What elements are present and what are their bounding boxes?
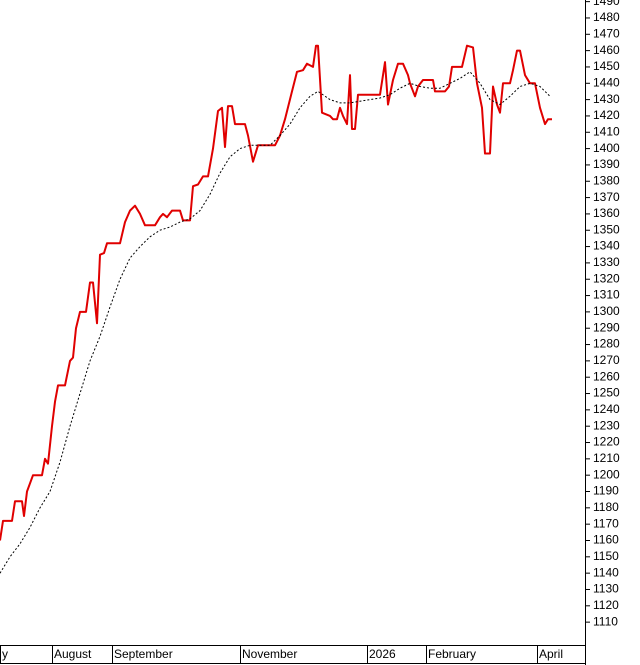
x-tick-label: April [539,647,563,661]
y-tick-label: 1410 [593,124,620,138]
y-tick-label: 1180 [593,500,619,514]
y-tick-label: 1330 [593,255,620,269]
y-tick-label: 1120 [593,598,619,612]
y-tick-label: 1140 [593,565,619,579]
y-tick-label: 1450 [593,59,620,73]
y-tick-label: 1280 [593,337,620,351]
y-tick-label: 1340 [593,239,620,253]
y-tick-label: 1210 [593,451,620,465]
y-tick-label: 1350 [593,222,620,236]
y-tick-label: 1150 [593,549,619,563]
y-tick-label: 1110 [593,614,618,628]
y-tick-label: 1360 [593,206,620,220]
x-tick-label: y [2,647,8,661]
x-tick-label: 2026 [369,647,396,661]
y-tick-label: 1430 [593,92,620,106]
y-tick-label: 1370 [593,190,620,204]
y-tick-label: 1250 [593,386,620,400]
y-tick-label: 1460 [593,43,620,57]
y-tick-label: 1130 [593,582,619,596]
y-tick-label: 1420 [593,108,620,122]
y-tick-label: 1260 [593,369,620,383]
y-tick-label: 1400 [593,141,620,155]
y-tick-label: 1230 [593,418,620,432]
y-tick-label: 1270 [593,353,620,367]
y-tick-label: 1380 [593,173,620,187]
y-tick-label: 1200 [593,467,620,481]
x-tick-label: February [428,647,476,661]
y-tick-label: 1300 [593,304,620,318]
average-line [0,71,551,574]
y-tick-label: 1320 [593,271,620,285]
y-tick-label: 1490 [593,0,620,8]
y-tick-label: 1170 [593,516,619,530]
x-tick-label: August [54,647,92,661]
x-tick-label: November [242,647,297,661]
y-tick-label: 1290 [593,320,620,334]
y-tick-label: 1390 [593,157,620,171]
y-tick-label: 1480 [593,10,620,24]
y-tick-label: 1160 [593,533,619,547]
x-tick-label: September [114,647,173,661]
y-tick-label: 1220 [593,435,620,449]
y-tick-label: 1190 [593,484,619,498]
y-tick-label: 1470 [593,26,620,40]
y-tick-label: 1440 [593,75,620,89]
price-line [0,44,552,541]
y-tick-label: 1310 [593,288,620,302]
y-tick-label: 1240 [593,402,620,416]
